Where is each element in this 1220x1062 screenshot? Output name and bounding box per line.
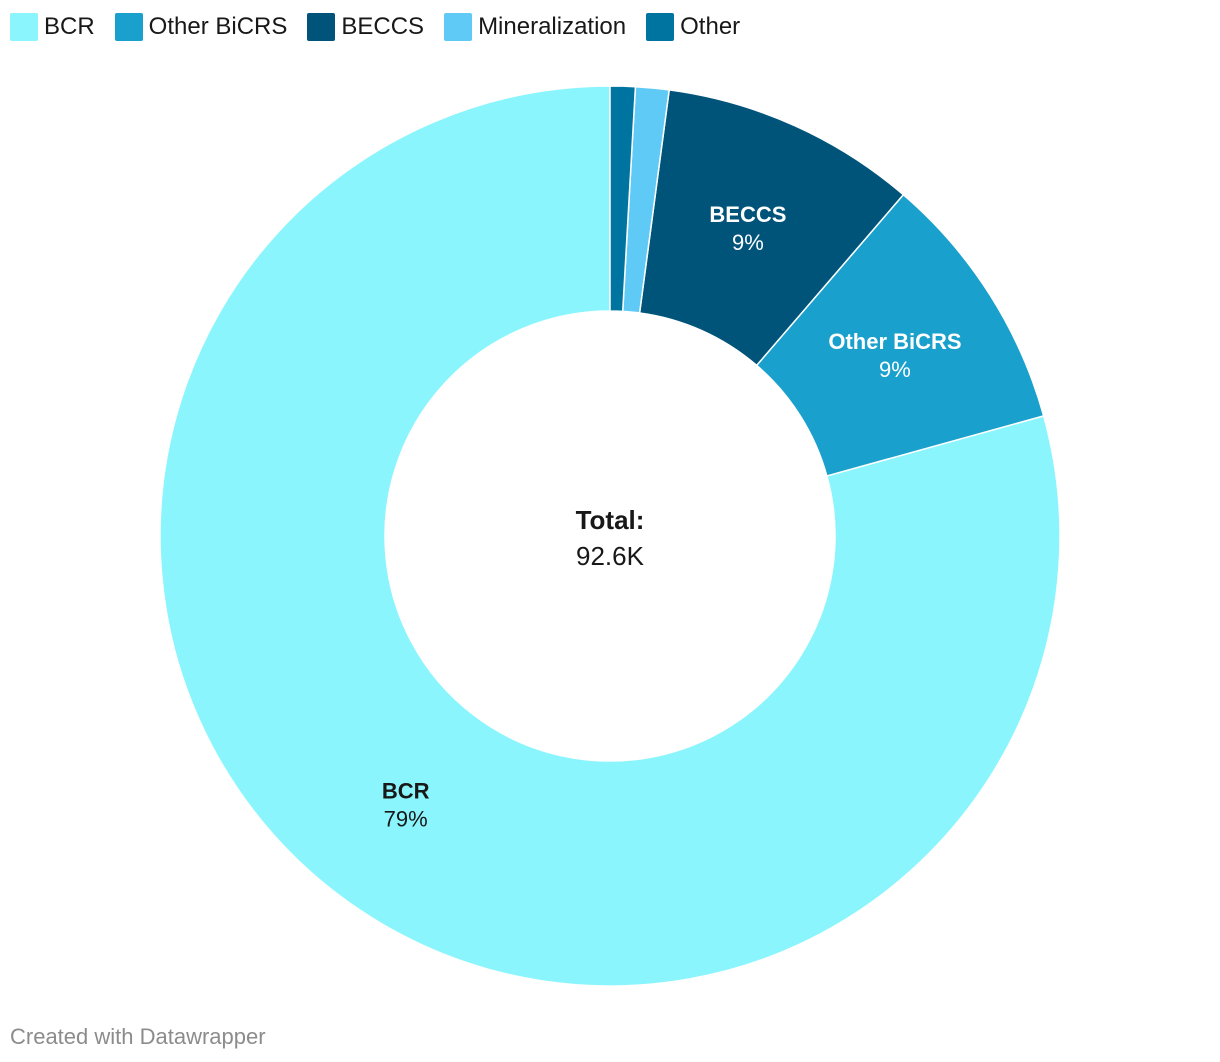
slice-label-beccs: BECCS <box>709 202 786 227</box>
legend-item-bcr: BCR <box>10 12 95 42</box>
slice-label-bcr: BCR <box>382 779 430 804</box>
center-total-label: Total: <box>576 505 645 535</box>
slice-labels: BCR 79% Other BiCRS 9% BECCS 9% <box>382 202 962 832</box>
legend-item-beccs: BECCS <box>307 12 424 42</box>
legend-label: BCR <box>44 13 95 40</box>
donut-slices <box>159 85 1061 987</box>
datawrapper-credit: Created with Datawrapper <box>10 1024 266 1049</box>
chart-legend: BCR Other BiCRS BECCS Mineralization Other <box>10 12 740 42</box>
slice-bcr <box>159 85 1061 987</box>
slice-value-other-bicrs: 9% <box>879 357 911 382</box>
legend-item-mineralization: Mineralization <box>444 12 626 42</box>
legend-item-other-bicrs: Other BiCRS <box>114 12 288 42</box>
center-total-value: 92.6K <box>576 541 645 571</box>
legend-swatch <box>444 13 473 41</box>
legend-swatch <box>646 13 675 41</box>
legend-label: Other <box>680 13 741 40</box>
legend-swatch <box>114 13 143 41</box>
slice-value-beccs: 9% <box>732 230 764 255</box>
slice-other-bicrs <box>755 193 1045 477</box>
legend-swatch <box>307 13 336 41</box>
legend-label: BECCS <box>341 13 425 40</box>
slice-label-other-bicrs: Other BiCRS <box>828 329 961 354</box>
legend-item-other: Other <box>646 12 740 42</box>
slice-value-bcr: 79% <box>384 807 428 832</box>
legend-label: Mineralization <box>478 13 627 40</box>
legend-swatch <box>10 13 38 41</box>
legend-label: Other BiCRS <box>148 13 288 40</box>
slice-other <box>609 85 637 313</box>
